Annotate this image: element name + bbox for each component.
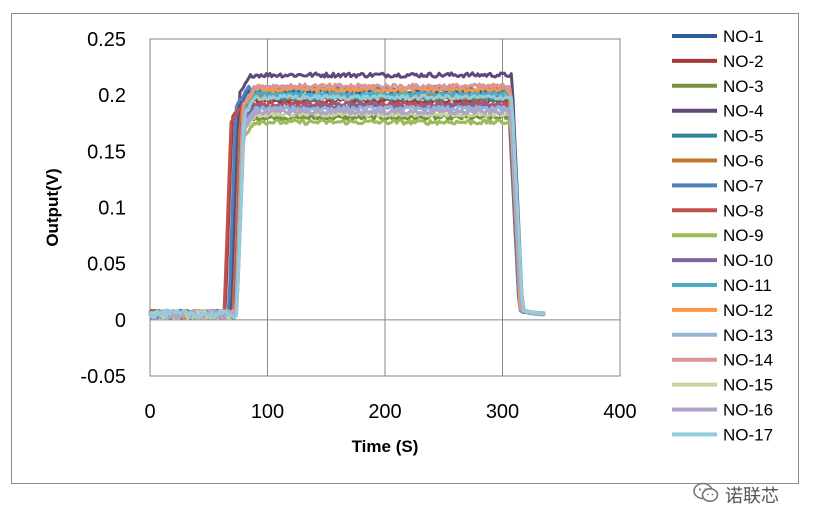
legend-label: NO-10 (723, 251, 773, 270)
legend-label: NO-13 (723, 326, 773, 345)
series-line (148, 110, 546, 320)
x-tick-label: 100 (251, 401, 284, 423)
y-tick-label: 0.1 (98, 198, 126, 220)
series-line (148, 113, 546, 320)
series-line (148, 100, 546, 320)
series-line (149, 108, 545, 320)
legend-label: NO-1 (723, 27, 764, 46)
series-line (148, 102, 546, 320)
y-tick-label: 0 (115, 310, 126, 332)
legend-label: NO-5 (723, 127, 764, 146)
legend-label: NO-11 (723, 276, 772, 295)
series-line (148, 90, 545, 320)
legend-label: NO-14 (723, 351, 773, 370)
y-tick-label: 0.2 (98, 85, 126, 107)
legend-label: NO-3 (723, 77, 764, 96)
legend-label: NO-2 (723, 52, 764, 71)
series-line (148, 92, 546, 320)
legend-label: NO-15 (723, 376, 773, 395)
legend: NO-1 NO-2 NO-3 NO-4 NO-5 NO-6 NO-7 NO-8 NO-9 NO-1… (672, 27, 773, 444)
series-line (148, 94, 546, 320)
legend-label: NO-8 (723, 201, 764, 220)
y-tick-label: 0.25 (87, 29, 126, 51)
grid-layer (149, 38, 621, 377)
legend-label: NO-4 (723, 102, 764, 121)
axis-layer: 0 100 200 300 400 -0.05 0 0.05 0.1 0.15 0.2 0.25 (80, 29, 636, 423)
series-line (149, 118, 546, 320)
legend-label: NO-6 (723, 152, 764, 171)
watermark-text: 诺联芯 (725, 486, 779, 507)
series-line (148, 104, 546, 320)
x-tick-label: 200 (368, 401, 401, 423)
x-tick-label: 400 (603, 401, 636, 423)
series-line (149, 97, 546, 320)
series-line (148, 93, 546, 320)
x-tick-label: 300 (486, 401, 519, 423)
legend-label: NO-17 (723, 425, 773, 444)
legend-label: NO-7 (723, 176, 764, 195)
y-axis-title: Output(V) (43, 168, 62, 246)
wechat-icon (693, 482, 719, 509)
watermark: 诺联芯 (693, 482, 779, 509)
x-tick-label: 0 (144, 401, 155, 423)
y-tick-label: 0.05 (87, 254, 126, 276)
y-tick-label: -0.05 (80, 366, 126, 388)
legend-label: NO-9 (723, 226, 764, 245)
x-axis-title: Time (S) (352, 437, 419, 456)
y-tick-label: 0.15 (87, 141, 126, 163)
legend-label: NO-16 (723, 401, 773, 420)
series-layer (148, 71, 546, 320)
legend-label: NO-12 (723, 301, 773, 320)
